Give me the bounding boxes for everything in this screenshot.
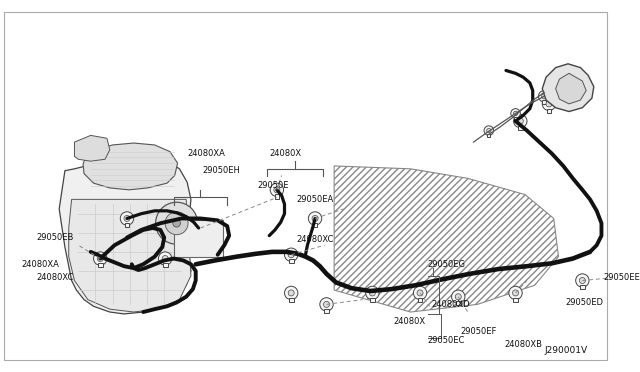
Polygon shape: [68, 199, 191, 312]
Bar: [616, 269, 621, 273]
Circle shape: [513, 111, 518, 116]
Bar: [275, 195, 279, 199]
Text: 29050EB: 29050EB: [36, 233, 74, 242]
Text: 24080XA: 24080XA: [21, 260, 59, 269]
Text: J290001V: J290001V: [544, 346, 588, 355]
Polygon shape: [59, 154, 191, 314]
Bar: [513, 298, 518, 302]
Text: 29050EA: 29050EA: [296, 195, 333, 204]
Circle shape: [274, 187, 280, 193]
Text: 24080XB: 24080XB: [504, 340, 542, 349]
Circle shape: [413, 286, 427, 299]
Circle shape: [270, 183, 284, 196]
Bar: [514, 117, 517, 120]
Circle shape: [320, 298, 333, 311]
Text: 29050E: 29050E: [258, 180, 289, 190]
Circle shape: [124, 215, 130, 221]
Circle shape: [417, 290, 423, 296]
Bar: [289, 298, 294, 302]
Polygon shape: [556, 73, 586, 104]
Circle shape: [308, 212, 322, 225]
Text: 29050EG: 29050EG: [428, 260, 466, 269]
Bar: [163, 263, 168, 267]
Text: 29050EH: 29050EH: [202, 166, 240, 175]
Text: 24080XC: 24080XC: [296, 235, 333, 244]
Circle shape: [612, 257, 625, 271]
Circle shape: [455, 294, 461, 300]
Circle shape: [120, 212, 134, 225]
Bar: [418, 298, 422, 302]
Bar: [580, 285, 585, 289]
Circle shape: [312, 215, 318, 221]
Text: 24080XD: 24080XD: [431, 300, 470, 309]
Circle shape: [156, 202, 198, 244]
Circle shape: [97, 256, 103, 262]
Bar: [313, 223, 317, 227]
Text: 24080X: 24080X: [394, 317, 426, 326]
Bar: [370, 298, 374, 302]
Circle shape: [369, 290, 375, 296]
Bar: [173, 220, 223, 257]
Circle shape: [484, 126, 493, 135]
Circle shape: [546, 101, 552, 107]
Bar: [456, 301, 461, 305]
Circle shape: [288, 290, 294, 296]
Circle shape: [162, 256, 168, 262]
Circle shape: [576, 274, 589, 287]
Circle shape: [165, 212, 188, 235]
Circle shape: [365, 286, 379, 299]
Text: 24080XA: 24080XA: [187, 149, 225, 158]
Circle shape: [285, 286, 298, 299]
Bar: [324, 309, 329, 313]
Polygon shape: [83, 143, 177, 190]
Text: 24080XC: 24080XC: [36, 273, 74, 282]
Circle shape: [514, 115, 527, 128]
Bar: [487, 134, 490, 137]
Circle shape: [93, 252, 107, 265]
Circle shape: [159, 252, 172, 265]
Circle shape: [616, 261, 621, 267]
Circle shape: [323, 301, 330, 307]
Circle shape: [538, 90, 550, 102]
Circle shape: [509, 286, 522, 299]
Bar: [542, 100, 546, 104]
Bar: [518, 126, 523, 130]
Text: 29050ED: 29050ED: [565, 298, 603, 307]
Text: 29050EE: 29050EE: [604, 273, 640, 282]
Circle shape: [579, 278, 586, 283]
Circle shape: [486, 128, 491, 133]
Circle shape: [288, 252, 294, 258]
Circle shape: [511, 109, 520, 118]
Polygon shape: [542, 64, 594, 112]
Circle shape: [517, 118, 524, 124]
Circle shape: [452, 290, 465, 304]
Circle shape: [285, 248, 298, 262]
Bar: [98, 263, 102, 267]
Bar: [289, 259, 294, 263]
Bar: [125, 223, 129, 227]
Text: 29050EC: 29050EC: [428, 336, 465, 345]
Text: 29050EF: 29050EF: [460, 327, 497, 336]
Circle shape: [541, 94, 547, 99]
Text: 24080X: 24080X: [269, 149, 301, 158]
Circle shape: [513, 290, 518, 296]
Circle shape: [542, 97, 556, 110]
Bar: [547, 109, 551, 113]
Polygon shape: [74, 135, 110, 161]
Circle shape: [173, 219, 180, 227]
